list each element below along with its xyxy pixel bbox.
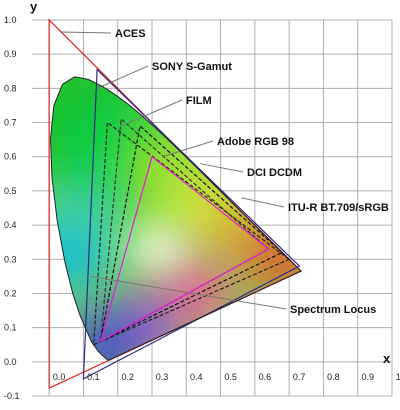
gamut-dci-dcdm xyxy=(99,124,284,343)
axis-labels: y x xyxy=(30,0,391,366)
gamut-sony-s-gamut xyxy=(82,68,301,380)
white-point-glow xyxy=(108,207,209,292)
gamut-film xyxy=(93,121,291,346)
annotation-leader xyxy=(162,140,214,158)
x-tick-label: 0.3 xyxy=(156,372,169,382)
x-tick-label: 0.0 xyxy=(53,372,66,382)
x-tick-label: 0.9 xyxy=(361,372,374,382)
annotation-label: Spectrum Locus xyxy=(290,304,376,316)
y-tick-label: 0.1 xyxy=(4,323,17,333)
axis-ticks: 0.0 0.1 0.2 0.3 0.4 0.5 0.6 0.7 0.8 0.9 1.0 -0.1 0.0… xyxy=(4,15,400,401)
x-tick-label: 0.2 xyxy=(121,372,134,382)
annotation-label: SONY S-Gamut xyxy=(152,61,232,73)
y-tick-label: 0.6 xyxy=(4,152,17,162)
annotation-label: ACES xyxy=(115,28,146,40)
annotation-leader xyxy=(199,163,244,173)
y-tick-label: 0.0 xyxy=(4,357,17,367)
annotation-leader xyxy=(120,99,183,127)
x-tick-label: 0.5 xyxy=(224,372,237,382)
annotation-label: DCI DCDM xyxy=(247,167,302,179)
y-tick-label: 0.4 xyxy=(4,220,17,230)
spectrum-color-fill xyxy=(50,76,301,361)
annotation-leader xyxy=(96,65,149,89)
gamut-itu-r-bt-709-srgb xyxy=(99,155,270,343)
x-tick-label: 0.7 xyxy=(293,372,306,382)
annotation-label: FILM xyxy=(186,95,212,107)
gamut-triangles xyxy=(48,18,303,390)
x-tick-label: 0.1 xyxy=(87,372,100,382)
annotation-label: ITU-R BT.709/sRGB xyxy=(288,202,389,214)
annotation-label: Adobe RGB 98 xyxy=(217,136,294,148)
y-tick-label: -0.1 xyxy=(4,391,20,401)
x-tick-label: 1.0 xyxy=(396,372,400,382)
spectrum-locus-outline xyxy=(49,76,302,361)
y-tick-label: 0.2 xyxy=(4,288,17,298)
x-tick-label: 0.4 xyxy=(190,372,203,382)
x-tick-label: 0.8 xyxy=(327,372,340,382)
x-axis-label: x xyxy=(383,351,391,366)
gamut-annotations: ACES SONY S-Gamut FILM Adobe RGB 98 DCI DCDM… xyxy=(61,28,389,316)
y-tick-label: 1.0 xyxy=(4,15,17,25)
color-blob xyxy=(56,180,111,236)
gamut-adobe-rgb-98 xyxy=(99,117,270,343)
y-tick-label: 0.7 xyxy=(4,118,17,128)
y-axis-label: y xyxy=(30,0,38,14)
annotation-leader xyxy=(90,275,287,310)
x-tick-label: 0.6 xyxy=(259,372,272,382)
y-tick-label: 0.8 xyxy=(4,83,17,93)
annotation-leader xyxy=(241,197,285,208)
annotation-leader xyxy=(61,31,112,34)
y-tick-label: 0.3 xyxy=(4,254,17,264)
y-tick-label: 0.5 xyxy=(4,186,17,196)
y-tick-label: 0.9 xyxy=(4,49,17,59)
